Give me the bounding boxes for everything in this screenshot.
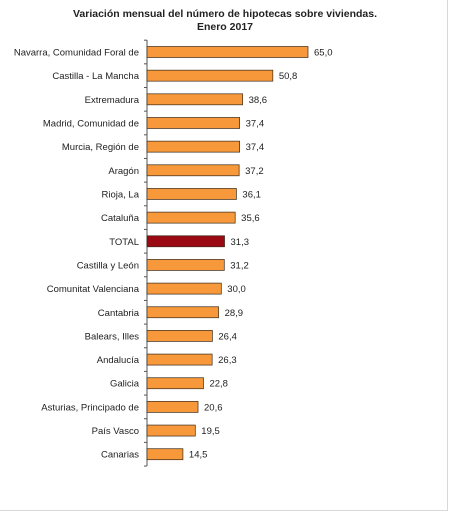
chart-title: Variación mensual del número de hipoteca… (72, 8, 378, 20)
value-label: 37,4 (246, 118, 264, 129)
value-label: 50,8 (279, 71, 298, 82)
bar (146, 306, 219, 319)
value-label: 26,3 (218, 355, 237, 366)
category-label: Rioja, La (102, 189, 140, 200)
category-label: Navarra, Comunidad Foral de (14, 48, 139, 59)
category-label: Aragón (108, 166, 139, 177)
value-label: 31,3 (231, 237, 250, 248)
category-label: Murcia, Región de (62, 142, 139, 153)
value-label: 26,4 (218, 331, 237, 342)
category-label: Cantabria (98, 308, 140, 319)
category-label: País Vasco (92, 426, 139, 437)
category-label: Asturias, Principado de (41, 402, 139, 413)
bar (146, 424, 196, 437)
value-label: 31,2 (230, 260, 249, 271)
category-label: Comunitat Valenciana (47, 284, 140, 295)
category-label: Castilla y León (77, 260, 139, 271)
category-label: Andalucía (97, 355, 140, 366)
bar (146, 377, 204, 390)
bar (146, 164, 240, 177)
bar (146, 448, 184, 461)
value-label: 14,5 (189, 450, 208, 461)
bars-layer (146, 46, 309, 461)
value-label: 35,6 (241, 213, 260, 224)
value-label: 38,6 (249, 95, 268, 106)
bar (146, 69, 274, 82)
bar (146, 46, 309, 58)
bar (146, 188, 237, 200)
category-label: Extremadura (85, 95, 140, 106)
category-label: Canarias (101, 450, 139, 461)
labels-layer: Navarra, Comunidad Foral de 65,0 Castilla … (14, 48, 333, 461)
value-label: 65,0 (314, 48, 333, 59)
category-label: Madrid, Comunidad de (43, 118, 139, 129)
value-label: 37,4 (246, 142, 264, 153)
value-label: 30,0 (227, 284, 246, 295)
bar (146, 401, 199, 413)
value-label: 37,2 (245, 166, 264, 177)
value-label: 20,6 (204, 402, 223, 413)
bar-total (146, 235, 225, 248)
category-label: Galicia (110, 379, 140, 390)
chart-subtitle: Enero 2017 (196, 21, 254, 33)
bar (146, 259, 225, 271)
category-label: TOTAL (109, 237, 139, 248)
bar (146, 330, 213, 342)
value-label: 19,5 (201, 426, 220, 437)
bar (146, 140, 240, 153)
category-label: Balears, Illes (85, 331, 140, 342)
value-label: 28,9 (225, 308, 244, 319)
axis-layer (144, 39, 148, 467)
bar (146, 282, 222, 295)
value-label: 22,8 (209, 379, 228, 390)
value-label: 36,1 (242, 189, 261, 200)
category-label: Castilla - La Mancha (52, 71, 139, 82)
category-label: Cataluña (101, 213, 140, 224)
bar (146, 93, 243, 106)
bar (146, 211, 236, 224)
bar (146, 117, 240, 129)
bar (146, 353, 213, 366)
